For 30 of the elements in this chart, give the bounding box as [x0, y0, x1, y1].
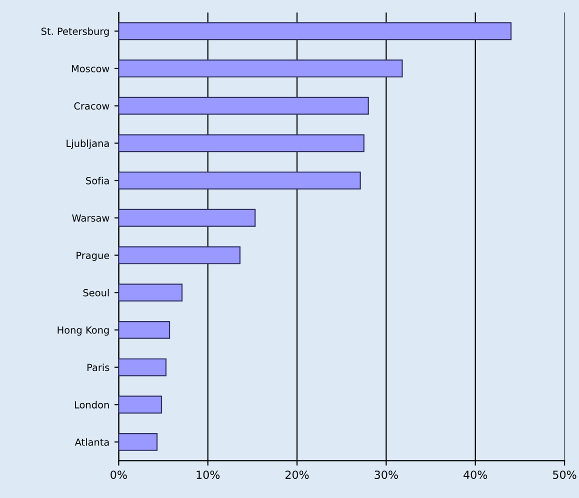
y-tick-label: Ljubljana	[66, 139, 109, 149]
bar	[118, 320, 170, 339]
bar	[118, 60, 403, 78]
bar	[118, 172, 361, 190]
y-tick-label: Hong Kong	[58, 326, 109, 336]
bar	[118, 246, 241, 264]
x-tick-label: 10%	[196, 470, 220, 479]
bar	[118, 284, 183, 302]
x-tick-label: 40%	[464, 470, 488, 479]
bar	[118, 433, 158, 451]
y-tick-label: Seoul	[83, 288, 109, 296]
x-tick-label: 20%	[285, 470, 309, 479]
bar	[118, 396, 162, 414]
y-tick-label: St. Petersburg	[41, 27, 109, 37]
bar	[118, 22, 512, 40]
y-tick-label: Atlanta	[74, 438, 109, 446]
bar	[118, 208, 256, 227]
bar	[118, 96, 369, 115]
y-tick-label: Paris	[87, 364, 110, 372]
bar	[118, 134, 364, 152]
y-tick-label: Cracow	[74, 102, 110, 110]
y-tick-label: Sofia	[86, 176, 109, 184]
y-tick-label: Prague	[76, 252, 110, 261]
x-tick-label: 50%	[553, 470, 576, 479]
x-tick-label: 30%	[374, 470, 398, 479]
y-tick-label: Moscow	[72, 65, 110, 72]
y-tick-label: Warsaw	[72, 214, 110, 222]
x-tick-label: 0%	[110, 470, 127, 479]
y-tick-label: London	[74, 400, 109, 408]
bar	[118, 358, 167, 376]
